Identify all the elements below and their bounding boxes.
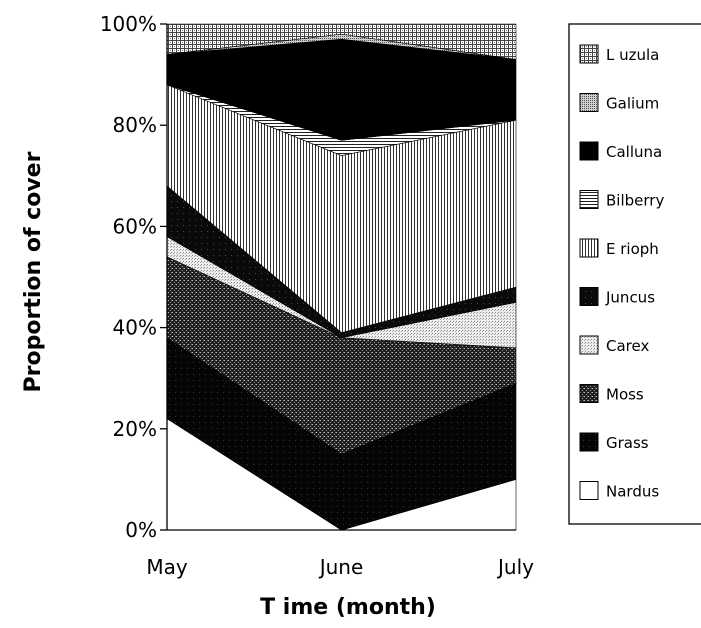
legend-swatch [579, 481, 599, 500]
legend-label: L uzula [606, 46, 659, 64]
legend-label: E rioph [606, 240, 659, 258]
x-tick-label: May [146, 555, 188, 579]
legend-label: Grass [606, 434, 649, 452]
y-tick-label: 100% [100, 12, 157, 36]
y-tick-label: 40% [113, 316, 157, 340]
legend-label: Nardus [606, 483, 659, 501]
y-tick-label: 20% [113, 417, 157, 441]
x-tick-label: June [318, 555, 364, 579]
y-axis-title: Proportion of cover [21, 151, 46, 392]
legend-swatch [579, 287, 599, 306]
y-tick-label: 80% [113, 113, 157, 137]
legend-label: Galium [606, 95, 659, 113]
legend-label: Carex [606, 337, 649, 355]
legend-label: Juncus [605, 289, 655, 307]
legend-swatch [579, 44, 599, 64]
legend-swatch [579, 238, 599, 258]
legend: L uzula Galium Calluna Bilberry E rioph Juncu… [568, 23, 701, 525]
y-tick-label: 0% [125, 518, 157, 542]
legend-swatch [579, 190, 599, 209]
legend-swatch [579, 384, 599, 403]
x-axis: May June July [146, 529, 534, 579]
legend-label: Moss [606, 386, 644, 404]
legend-label: Bilberry [606, 192, 664, 210]
legend-swatch [579, 141, 599, 161]
legend-swatch [579, 93, 599, 112]
legend-swatch [579, 432, 599, 452]
legend-swatch [579, 335, 599, 355]
legend-label: Calluna [606, 143, 662, 161]
x-tick-label: July [496, 555, 534, 579]
y-axis: 0% 20% 40% 60% 80% 100% [100, 12, 168, 542]
x-axis-title: T ime (month) [260, 595, 436, 620]
plot-area [166, 23, 517, 531]
y-tick-label: 60% [113, 214, 157, 238]
